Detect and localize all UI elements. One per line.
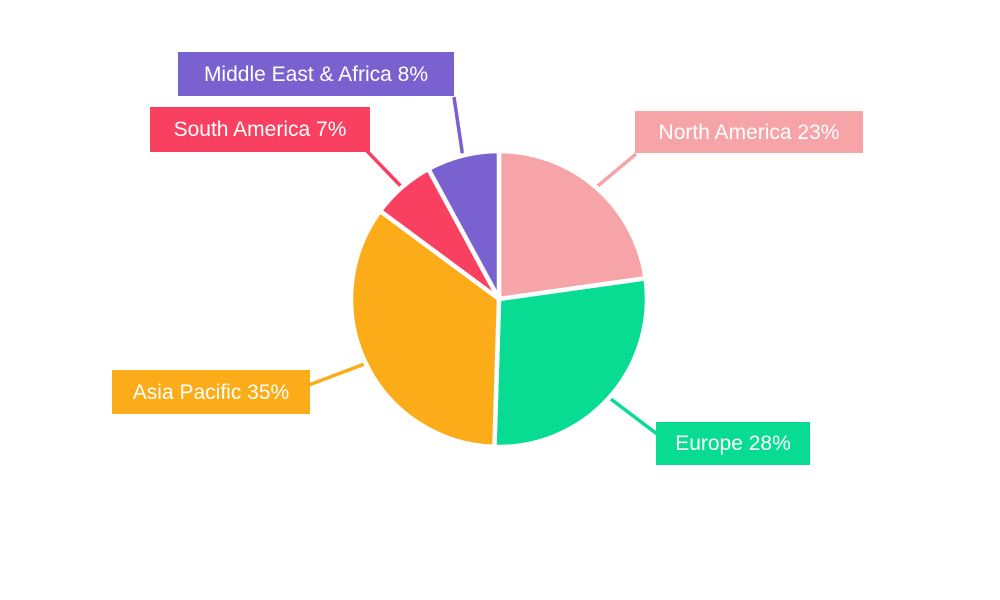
- pie-slice-asia-pacific[interactable]: [348, 208, 502, 450]
- pie-slice-middle-east-africa[interactable]: [426, 148, 502, 302]
- leader-line-middle-east-africa: [452, 96, 465, 157]
- pie-label-asia-pacific: Asia Pacific 35%: [112, 370, 310, 414]
- leader-line-south-america: [365, 149, 404, 190]
- pie-label-north-america: North America 23%: [635, 111, 863, 153]
- leader-line-asia-pacific: [308, 361, 368, 387]
- leader-line-europe: [607, 395, 659, 436]
- pie-label-south-america: South America 7%: [150, 107, 370, 152]
- pie-label-europe: Europe 28%: [656, 422, 810, 465]
- pie-label-middle-east-africa: Middle East & Africa 8%: [178, 52, 454, 96]
- pie-slice-north-america[interactable]: [496, 148, 648, 302]
- leader-line-north-america: [594, 152, 638, 190]
- pie-slice-europe[interactable]: [492, 276, 650, 450]
